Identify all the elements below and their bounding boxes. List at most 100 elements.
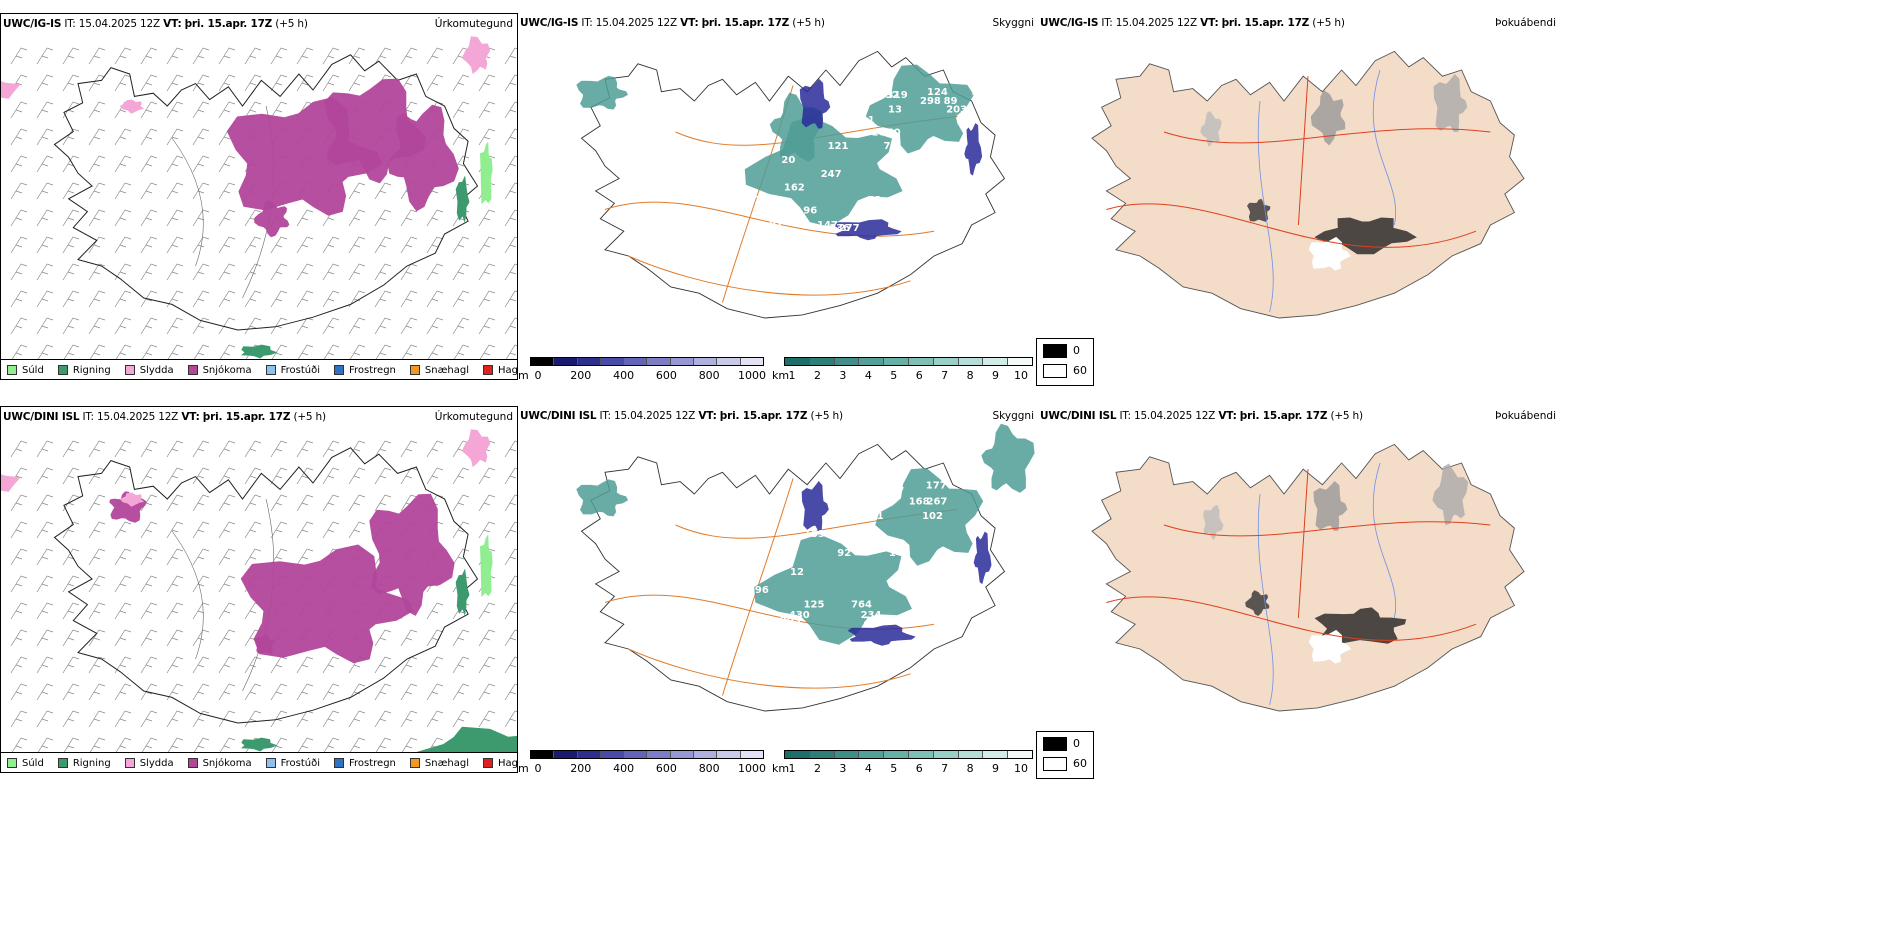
wind-barb [62, 344, 80, 361]
colorbar-segment [933, 358, 959, 365]
colorbar-unit: km [772, 762, 790, 773]
wind-barb [296, 263, 314, 281]
wind-barb [374, 467, 392, 485]
wind-barb [36, 182, 54, 200]
init-time: 15.04.2025 12Z [595, 17, 677, 29]
lead-time: (+5 h) [810, 410, 843, 422]
wind-barb [452, 548, 470, 566]
wind-barb [426, 47, 444, 65]
valid-time: þri. 15.apr. 17Z [1239, 410, 1328, 422]
wind-barb [296, 209, 314, 227]
wind-barb [504, 521, 517, 539]
wind-barb [348, 47, 366, 65]
wind-barb [270, 494, 288, 512]
fog-index-area [1200, 111, 1222, 147]
iceland-land [1091, 50, 1525, 319]
cloud-base-label: 13 [888, 104, 902, 115]
colorbar-tick: 3 [839, 762, 847, 773]
sleet-area [1, 474, 21, 492]
wind-barb [114, 344, 132, 361]
wind-barb [10, 521, 28, 539]
wind-barb [296, 440, 314, 458]
wind-barb [114, 602, 132, 620]
legend-label: Frostregn [349, 757, 396, 769]
precip-legend-item: Súld [7, 365, 44, 376]
wind-barb [244, 263, 262, 281]
legend-swatch [124, 758, 135, 768]
colorbar-tick: 0 [534, 762, 542, 773]
iceland-coastline [53, 54, 479, 331]
wind-barb [322, 521, 340, 539]
road [1297, 469, 1309, 619]
glacier-area [1308, 629, 1352, 664]
colorbar-segment [983, 751, 1009, 758]
wind-barb [10, 263, 28, 281]
wind-barb [296, 236, 314, 254]
wind-barb [114, 575, 132, 593]
wind-barb [426, 290, 444, 308]
wind-barb [192, 521, 210, 539]
cloud-base-label: 121 [925, 567, 946, 578]
wind-barb [62, 710, 80, 728]
cloud-base-label: 167 [834, 115, 855, 126]
wind-barb [192, 317, 210, 335]
wind-barb [348, 521, 366, 539]
wind-barb [270, 521, 288, 539]
panel-title: UWC/DINI ISL IT: 15.04.2025 12Z VT: þri.… [1040, 410, 1363, 422]
wind-barb [296, 548, 314, 566]
low-visibility-area [981, 423, 1035, 493]
wind-barb [192, 128, 210, 146]
wind-barb [322, 47, 340, 65]
colorbar-segment [1008, 751, 1032, 758]
colorbar-segment [531, 358, 555, 365]
wind-barb [140, 440, 158, 458]
wind-barb [140, 74, 158, 92]
wind-barb [452, 494, 470, 512]
lead-time: (+5 h) [293, 411, 326, 423]
colorbar-tick: 0 [534, 369, 542, 380]
wind-barb [62, 548, 80, 566]
lead-time: (+5 h) [1330, 410, 1363, 422]
wind-barb [114, 710, 132, 728]
wind-barb [426, 344, 444, 361]
cloud-base-label: 165 [872, 127, 893, 138]
wind-barb [114, 656, 132, 674]
wind-barb [166, 290, 184, 308]
wind-barb [192, 737, 210, 754]
cloud-base-label: 221 [863, 511, 884, 522]
wind-barb [166, 236, 184, 254]
wind-barb [296, 47, 314, 65]
fog-legend-row2: 0 60 [1036, 731, 1094, 779]
init-label: IT: [1101, 17, 1113, 29]
legend-swatch [7, 758, 17, 768]
wind-barb [452, 683, 470, 701]
wind-barb [88, 263, 106, 281]
wind-barb [478, 710, 496, 728]
colorbar-tick: 8 [966, 369, 974, 380]
wind-barb [348, 74, 366, 92]
fog-legend-row1: 0 60 [1036, 338, 1094, 386]
colorbar-tick: 200 [570, 762, 592, 773]
wind-barb [374, 656, 392, 674]
wind-barb [270, 101, 288, 119]
wind-barb [322, 440, 340, 458]
legend-label: Snjókoma [202, 364, 252, 376]
valid-time: þri. 15.apr. 17Z [184, 18, 273, 30]
wind-barb [62, 155, 80, 173]
fog-map [1091, 50, 1525, 319]
wind-barb [62, 737, 80, 754]
precip-map [1, 36, 517, 361]
init-label: IT: [1119, 410, 1132, 422]
cloud-base-label: 646 [889, 206, 910, 217]
cloud-base-label: 764 [851, 600, 872, 611]
wind-barb [504, 128, 517, 146]
low-visibility-area [865, 64, 974, 154]
wind-barb [244, 494, 262, 512]
valid-label: VT: [181, 411, 200, 423]
wind-barb [192, 74, 210, 92]
low-cloud-area [833, 219, 902, 241]
legend-label: Súld [22, 364, 44, 376]
panel-name: Þokuábendi [1495, 410, 1556, 422]
wind-barb [88, 290, 106, 308]
model-name: UWC/DINI ISL [1040, 410, 1117, 422]
